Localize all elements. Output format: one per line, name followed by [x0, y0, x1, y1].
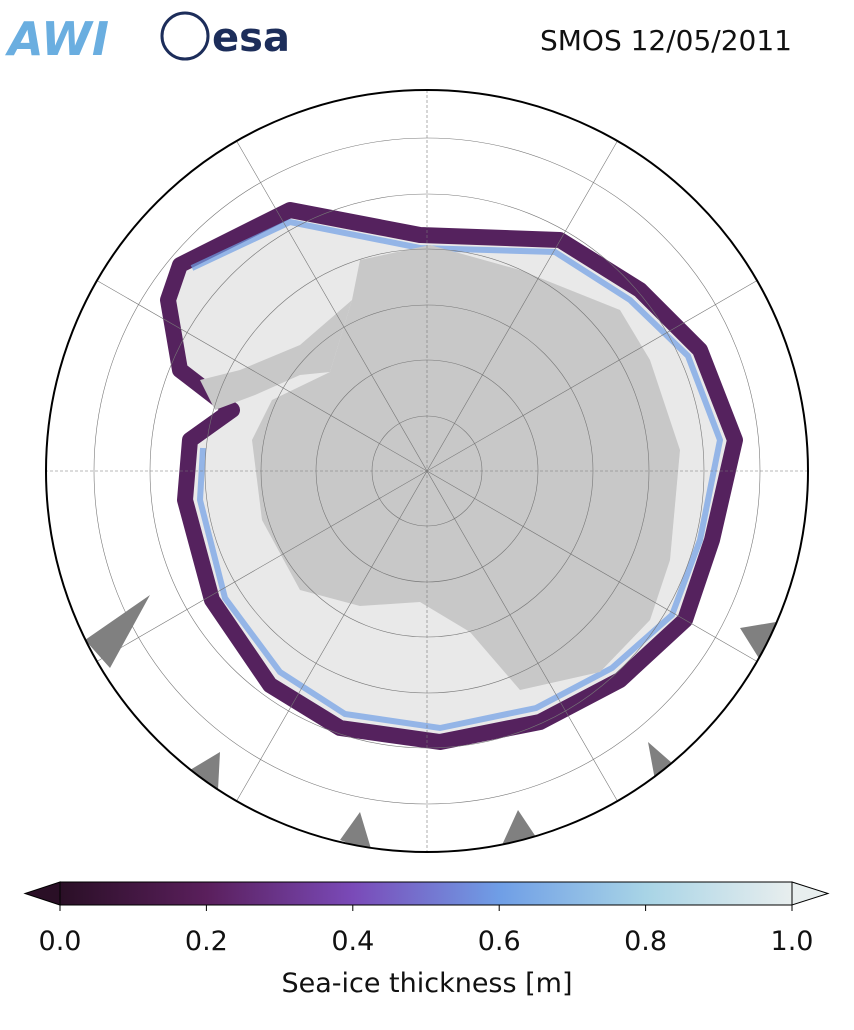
- colorbar-extend-high: [791, 881, 830, 906]
- esa-logo-mark: [160, 11, 210, 61]
- graticule: [46, 90, 808, 852]
- colorbar-tick-label: 0.4: [331, 926, 374, 957]
- colorbar: 0.0 0.2 0.4 0.6 0.8 1.0: [23, 881, 830, 957]
- colorbar-tick-label: 0.8: [624, 926, 667, 957]
- esa-logo: esa: [212, 15, 290, 61]
- map-frame: [45, 89, 809, 853]
- colorbar-tick-label: 0.2: [185, 926, 228, 957]
- colorbar-extend-low: [23, 881, 61, 906]
- colorbar-tick-label: 1.0: [771, 926, 814, 957]
- colorbar-tick-label: 0.6: [478, 926, 521, 957]
- map: [46, 90, 808, 852]
- peninsula: [200, 300, 352, 410]
- awi-logo: AWI: [5, 12, 109, 66]
- colorbar-label: Sea-ice thickness [m]: [281, 968, 572, 999]
- antarctica: [252, 245, 680, 690]
- colorbar-ramp: [59, 881, 793, 906]
- colorbar-tick-label: 0.0: [39, 926, 82, 957]
- sea-ice-edge: [190, 218, 724, 732]
- map-title: SMOS 12/05/2011: [540, 24, 792, 57]
